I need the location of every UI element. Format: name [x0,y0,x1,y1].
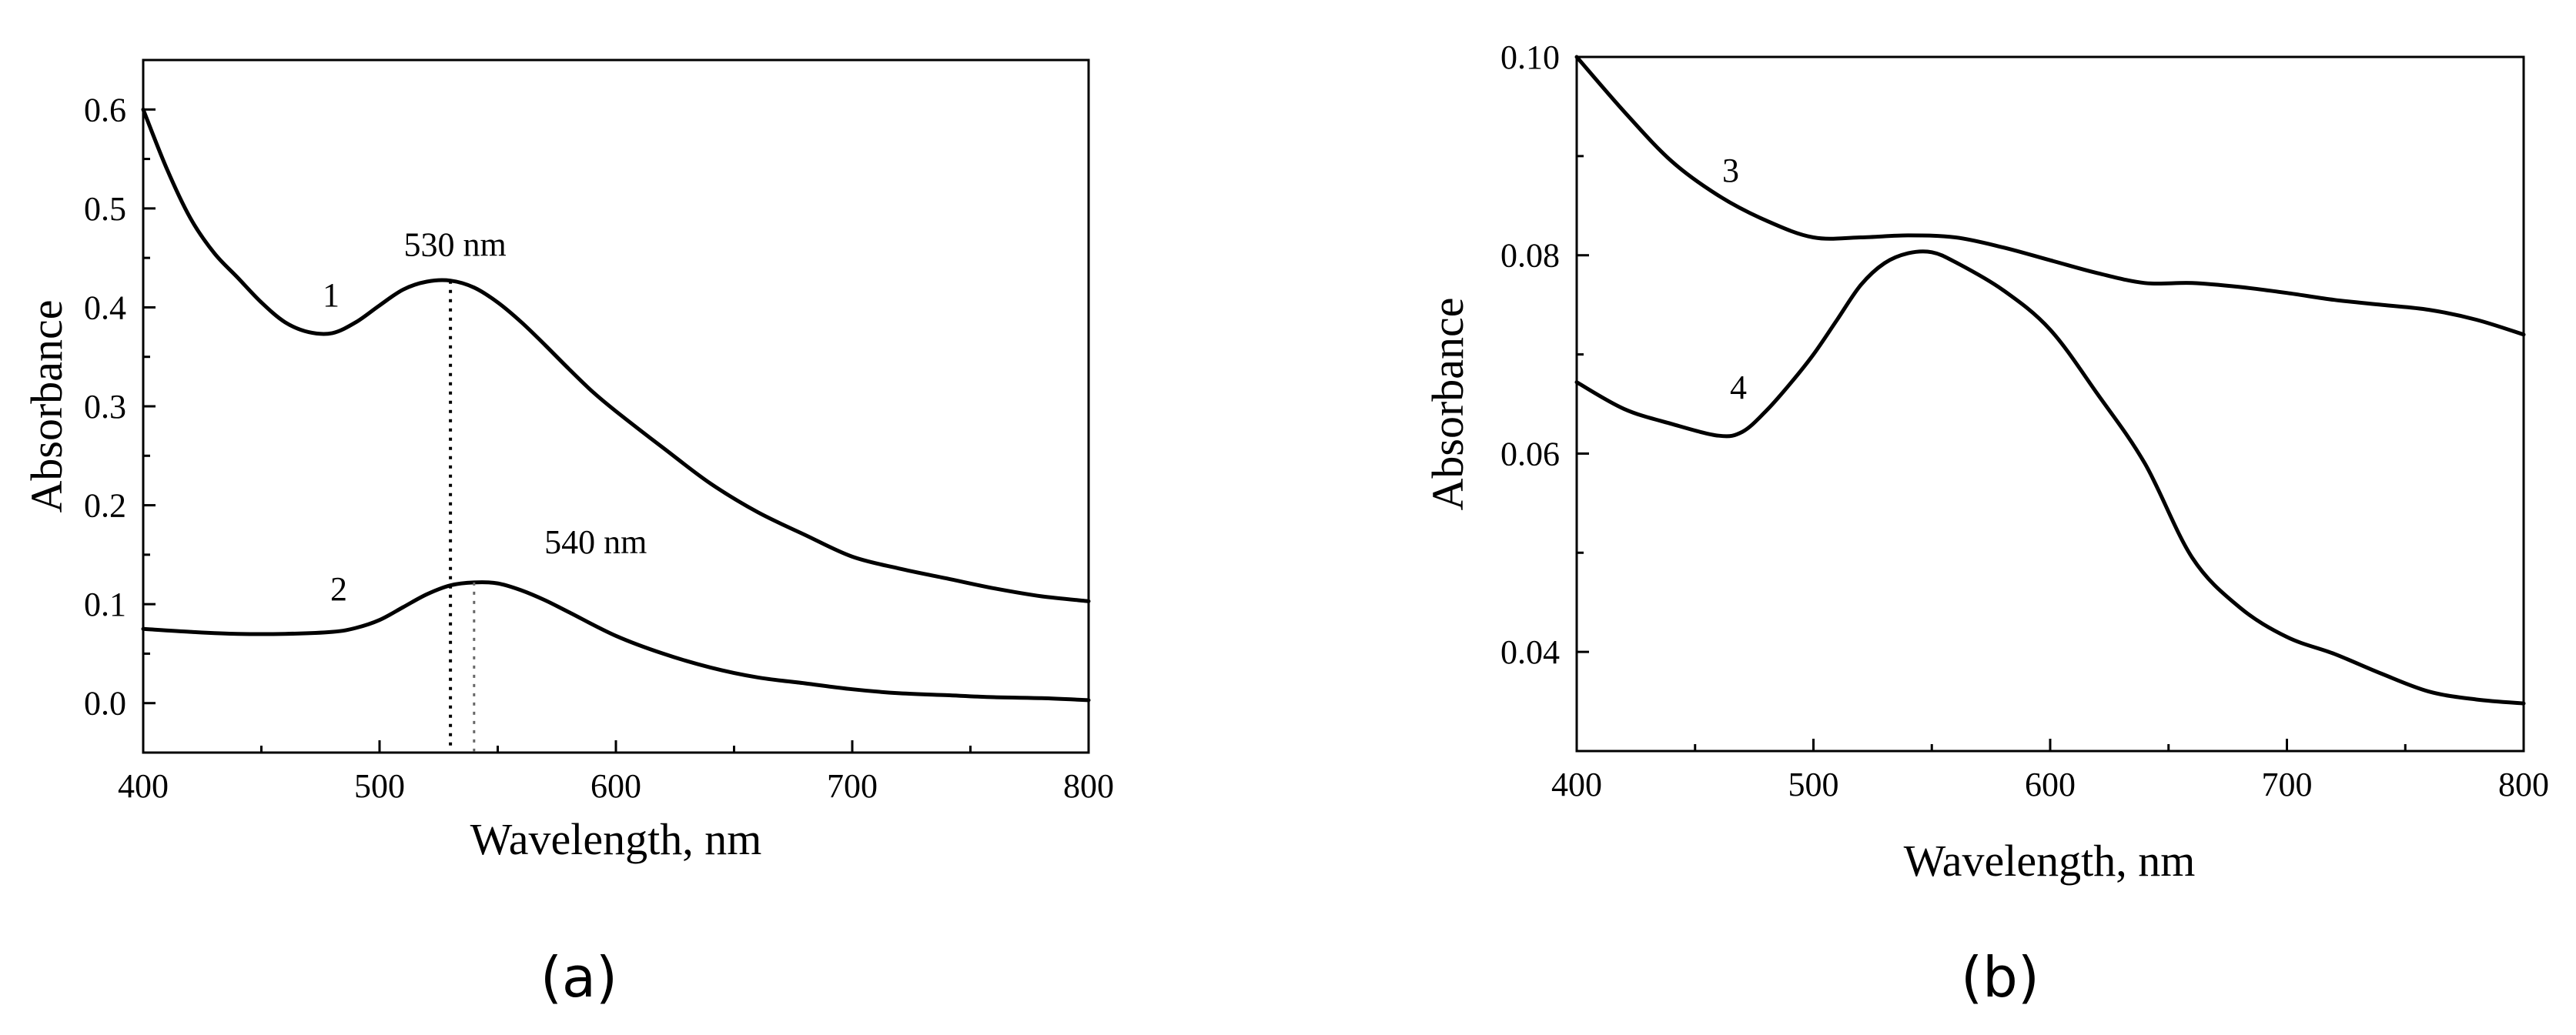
x-tick-label-a: 800 [1063,767,1114,805]
y-tick-label-b: 0.06 [1500,435,1560,472]
series-line-1 [141,107,1091,603]
y-tick-label-a: 0.3 [84,388,126,426]
x-tick-label-a: 400 [118,767,169,805]
y-tick-label-a: 0.6 [84,91,126,129]
y-tick-label-a: 0.2 [84,487,126,525]
x-tick-label-b: 700 [2262,766,2313,803]
x-tick-label-a: 700 [827,767,878,805]
y-tick-label-b: 0.04 [1500,633,1560,671]
series-label-1: 1 [323,276,340,314]
y-tick-label-a: 0.4 [84,289,126,326]
x-tick-label-b: 400 [1551,766,1602,803]
series-line-4 [1574,249,2526,706]
series-b: 34 [1574,55,2526,706]
series-label-2: 2 [330,570,347,608]
x-axis-label-b: Wavelength, nm [1904,836,2196,886]
series-label-4: 4 [1730,369,1747,406]
plot-frame-a [142,58,1090,754]
x-tick-label-b: 500 [1788,766,1839,803]
y-tick-label-b: 0.08 [1500,237,1560,275]
y-axis-label-a: Absorbance [22,299,72,512]
x-tick-label-a: 600 [590,767,641,805]
y-tick-label-a: 0.1 [84,586,126,623]
series-line-2 [141,580,1091,703]
peak-label-540: 540 nm [544,523,647,561]
y-tick-label-b: 0.10 [1500,38,1560,76]
x-tick-label-b: 600 [2025,766,2076,803]
y-tick-label-a: 0.5 [84,190,126,228]
x-axis-label-a: Wavelength, nm [470,814,762,864]
x-tick-label-a: 500 [354,767,405,805]
y-tick-label-a: 0.0 [84,685,126,723]
series-line-3 [1574,55,2526,337]
ticks-b: 400 500 600 700 800 0.04 0.06 0.08 0.10 [1500,38,2549,803]
annotations-a: 530 nm 540 nm [403,226,647,753]
panel-label-b: (b) [1961,945,2039,1010]
ticks-a: 400 500 600 700 800 0.0 0.1 0.2 0.3 0.4 0.5 0.6 [84,91,1114,805]
series-a: 12 [141,107,1091,703]
series-label-3: 3 [1722,152,1739,189]
peak-label-530: 530 nm [403,226,506,264]
panel-label-a: (a) [540,945,617,1010]
plot-frame-b [1575,55,2525,753]
y-axis-label-b: Absorbance [1423,297,1473,510]
x-tick-label-b: 800 [2498,766,2549,803]
